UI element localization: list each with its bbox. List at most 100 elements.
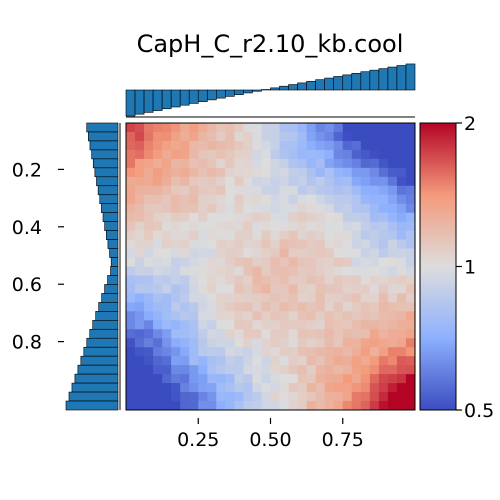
heatmap-cell [162, 338, 172, 348]
heatmap-cell [288, 311, 298, 321]
heatmap-cell [207, 311, 217, 321]
top-marginal-bar [405, 63, 416, 91]
heatmap-cell [387, 257, 398, 267]
heatmap-cell [216, 284, 226, 294]
heatmap-cell [288, 383, 298, 393]
heatmap-cell [279, 123, 289, 133]
top-marginal-bar [387, 66, 398, 91]
heatmap-cell [216, 311, 226, 321]
heatmap-cell [252, 347, 262, 357]
heatmap-cell [162, 311, 172, 321]
heatmap-cell [279, 365, 289, 375]
heatmap-cell [261, 302, 271, 312]
heatmap-cell [207, 194, 217, 205]
heatmap-cell [171, 185, 181, 196]
heatmap-cell [261, 338, 271, 348]
heatmap-cell [297, 311, 308, 321]
heatmap-cell [405, 203, 416, 214]
top-marginal-bar [360, 71, 371, 91]
heatmap-cell [315, 149, 326, 160]
heatmap-cell [180, 140, 190, 151]
heatmap-cell [279, 401, 289, 411]
heatmap-cell [297, 167, 308, 178]
heatmap-cell [180, 374, 190, 384]
heatmap-cell [180, 329, 190, 339]
heatmap-cell [315, 140, 326, 151]
heatmap-cell [378, 347, 389, 357]
heatmap-cell [225, 230, 235, 240]
heatmap-cell [153, 320, 163, 330]
heatmap-cell [297, 356, 308, 366]
heatmap-cell [405, 383, 416, 393]
heatmap-cell [396, 365, 407, 375]
heatmap-cell [360, 275, 371, 285]
heatmap-cell [387, 356, 398, 366]
heatmap-cell [153, 329, 163, 339]
heatmap-cell [324, 212, 335, 223]
heatmap-cell [234, 356, 244, 366]
heatmap-cell [360, 347, 371, 357]
top-marginal-bar [225, 89, 235, 97]
heatmap-cell [360, 320, 371, 330]
heatmap-cell [297, 401, 308, 411]
heatmap-cell [225, 356, 235, 366]
heatmap-cell [234, 311, 244, 321]
heatmap-cell [405, 176, 416, 187]
heatmap-cell [225, 266, 235, 276]
heatmap-cell [261, 212, 271, 223]
heatmap-cell [216, 167, 226, 178]
heatmap-cell [216, 392, 226, 402]
heatmap-cell [306, 266, 317, 276]
heatmap-cell [396, 149, 407, 160]
heatmap-cell [333, 266, 344, 276]
heatmap-cell [198, 239, 208, 249]
heatmap-cell [270, 158, 280, 169]
heatmap-cell [198, 347, 208, 357]
heatmap-cell [270, 365, 280, 375]
heatmap-cell [234, 140, 244, 151]
heatmap-cell [234, 329, 244, 339]
heatmap-cell [315, 257, 326, 267]
heatmap-cell [369, 230, 380, 240]
heatmap-cell [144, 284, 154, 294]
heatmap-cell [324, 257, 335, 267]
heatmap-cell [315, 383, 326, 393]
heatmap-cell [315, 275, 326, 285]
heatmap-cell [189, 230, 199, 240]
top-marginal-bar [197, 89, 208, 102]
heatmap-cell [306, 275, 317, 285]
heatmap-cell [387, 248, 398, 258]
heatmap-cell [315, 158, 326, 169]
heatmap-cell [360, 194, 371, 205]
heatmap-cell [216, 158, 226, 169]
heatmap-cell [270, 212, 280, 223]
heatmap-cell [351, 347, 362, 357]
heatmap-cell [225, 123, 235, 133]
heatmap-cell [351, 149, 362, 160]
heatmap-cell [405, 248, 416, 258]
heatmap-cell [252, 194, 262, 205]
heatmap-cell [396, 257, 407, 267]
heatmap-cell [162, 275, 172, 285]
heatmap-cell [333, 185, 344, 196]
left-marginal-bar [101, 293, 119, 303]
heatmap-cell [405, 392, 416, 402]
heatmap-cell [279, 149, 289, 160]
heatmap-cell [333, 158, 344, 169]
heatmap-cell [306, 230, 317, 240]
heatmap-cell [288, 221, 298, 232]
heatmap-cell [261, 239, 271, 249]
heatmap-cell [279, 131, 289, 142]
heatmap-cell [144, 347, 154, 357]
heatmap-cell [324, 374, 335, 384]
heatmap-cell [315, 266, 326, 276]
y-tick-label: 0.6 [12, 274, 42, 296]
heatmap-cell [162, 392, 172, 402]
heatmap-cell [288, 131, 298, 142]
heatmap-cell [261, 257, 271, 267]
heatmap-cell [243, 140, 253, 151]
heatmap-cell [171, 338, 181, 348]
heatmap-cell [198, 185, 208, 196]
heatmap-cell [306, 329, 317, 339]
heatmap-cell [270, 311, 280, 321]
